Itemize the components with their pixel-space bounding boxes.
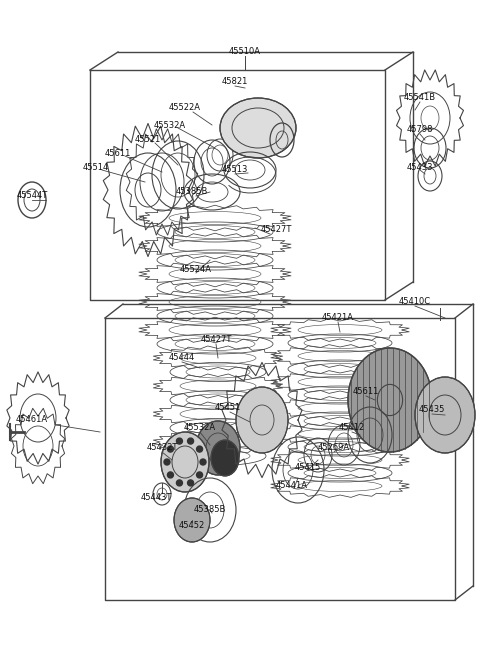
Circle shape: [177, 480, 182, 486]
Circle shape: [188, 480, 193, 486]
Text: 45432T: 45432T: [146, 443, 178, 453]
Circle shape: [168, 446, 173, 452]
Circle shape: [197, 446, 203, 452]
Text: 45443T: 45443T: [140, 493, 172, 502]
Text: 45451: 45451: [215, 403, 241, 413]
Text: 45513: 45513: [222, 165, 248, 174]
Text: 45514: 45514: [83, 163, 109, 173]
Text: 45821: 45821: [222, 77, 248, 87]
Circle shape: [188, 438, 193, 444]
Text: 45532A: 45532A: [184, 424, 216, 432]
Text: 45444: 45444: [169, 354, 195, 363]
Text: 45521: 45521: [135, 136, 161, 144]
Text: 45441A: 45441A: [276, 482, 308, 491]
Text: 45415: 45415: [295, 464, 321, 472]
Circle shape: [200, 459, 206, 465]
Text: 45385B: 45385B: [176, 188, 208, 197]
Text: 45522A: 45522A: [169, 104, 201, 112]
Text: 45611: 45611: [105, 148, 131, 157]
Polygon shape: [348, 348, 432, 452]
Text: 45410C: 45410C: [399, 298, 431, 306]
Ellipse shape: [174, 498, 210, 542]
Text: 45524A: 45524A: [180, 266, 212, 274]
Circle shape: [177, 438, 182, 444]
Text: 45433: 45433: [407, 163, 433, 173]
Circle shape: [164, 459, 170, 465]
Text: 45541B: 45541B: [404, 94, 436, 102]
Circle shape: [197, 472, 203, 478]
Text: 45421A: 45421A: [322, 314, 354, 323]
Text: 45461A: 45461A: [16, 415, 48, 424]
Ellipse shape: [236, 387, 288, 453]
Text: 45269A: 45269A: [318, 443, 350, 453]
Ellipse shape: [161, 432, 209, 492]
Ellipse shape: [415, 377, 475, 453]
Text: 45427T: 45427T: [200, 335, 232, 344]
Text: 45611: 45611: [353, 388, 379, 396]
Text: 45798: 45798: [407, 125, 433, 134]
Ellipse shape: [220, 98, 296, 158]
Text: 45427T: 45427T: [260, 226, 292, 234]
Text: 45385B: 45385B: [194, 506, 226, 514]
Text: 45510A: 45510A: [229, 47, 261, 56]
Ellipse shape: [196, 421, 240, 475]
Ellipse shape: [211, 440, 239, 476]
Text: 45544T: 45544T: [16, 190, 48, 199]
Text: 45435: 45435: [419, 405, 445, 415]
Text: 45532A: 45532A: [154, 121, 186, 129]
Text: 45452: 45452: [179, 520, 205, 529]
Circle shape: [168, 472, 173, 478]
Text: 45412: 45412: [339, 424, 365, 432]
